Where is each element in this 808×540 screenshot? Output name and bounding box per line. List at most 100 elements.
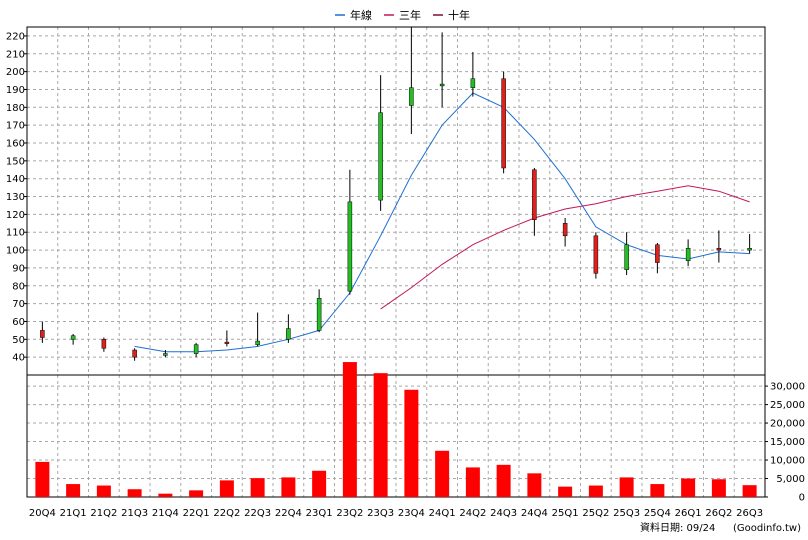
candle <box>347 169 353 295</box>
quarter-tick-label: 23Q2 <box>336 508 363 519</box>
volume-bar <box>435 450 450 497</box>
candle-body <box>224 341 230 344</box>
quarter-tick-label: 24Q3 <box>490 508 517 519</box>
candle-body <box>316 298 322 331</box>
price-tick-label: 80 <box>12 281 25 292</box>
quarter-tick-label: 23Q3 <box>367 508 394 519</box>
candle-body <box>593 235 599 274</box>
volume-bar <box>742 485 757 497</box>
price-tick-label: 220 <box>6 31 25 42</box>
quarter-tick-label: 20Q4 <box>29 508 56 519</box>
price-tick-label: 50 <box>12 335 25 346</box>
quarter-tick-label: 24Q2 <box>459 508 486 519</box>
candle <box>316 289 322 333</box>
quarter-tick-label: 22Q3 <box>244 508 271 519</box>
price-tick-label: 100 <box>6 246 25 257</box>
quarter-axis: 20Q4 21Q1 21Q2 21Q3 21Q4 22Q1 22Q2 22Q3 22Q4 23Q1… <box>29 508 763 519</box>
quarter-tick-label: 22Q1 <box>183 508 210 519</box>
candle <box>439 32 445 108</box>
volume-bar <box>127 489 142 497</box>
candle-body <box>101 339 107 349</box>
candle <box>532 167 537 236</box>
volume-tick-label: 10,000 <box>770 456 805 467</box>
volume-bar <box>158 493 173 497</box>
candle-body <box>716 248 722 251</box>
candle-body <box>685 248 691 262</box>
candle-body <box>532 169 537 220</box>
source-label: (Goodinfo.tw) <box>733 523 801 534</box>
candle <box>163 350 168 358</box>
price-tick-label: 210 <box>6 49 25 60</box>
candle-body <box>70 335 76 340</box>
volume-bar <box>219 480 234 497</box>
candle <box>624 232 629 276</box>
chart-footer: 資料日期: 09/24 (Goodinfo.tw) <box>640 521 801 534</box>
quarter-tick-label: 23Q4 <box>398 508 425 519</box>
candle <box>255 312 260 347</box>
quarter-tick-label: 21Q3 <box>121 508 148 519</box>
quarter-tick-label: 21Q2 <box>90 508 117 519</box>
candle <box>101 337 107 352</box>
candle <box>593 232 599 279</box>
quarter-tick-label: 26Q2 <box>705 508 732 519</box>
candle-body <box>132 349 137 358</box>
candle <box>716 230 722 263</box>
candle <box>470 51 476 97</box>
price-tick-label: 110 <box>6 228 25 239</box>
chart-legend: 年線 三年 十年 <box>335 8 470 22</box>
candle-body <box>562 223 568 237</box>
volume-bar <box>35 461 50 497</box>
price-tick-label: 170 <box>6 121 25 132</box>
chart-frames <box>26 26 766 498</box>
candle <box>40 321 45 343</box>
candle <box>193 342 199 358</box>
volume-tick-label: 5,000 <box>776 474 805 485</box>
price-candles <box>40 27 752 361</box>
volume-bar <box>619 477 634 497</box>
series-line <box>134 92 750 353</box>
candle <box>378 75 383 211</box>
candle <box>501 71 506 174</box>
candle <box>685 239 691 267</box>
data-date-label: 資料日期: 09/24 <box>640 521 715 534</box>
price-tick-label: 200 <box>6 67 25 78</box>
quarter-tick-label: 21Q1 <box>60 508 87 519</box>
price-tick-label: 120 <box>6 210 25 221</box>
quarter-tick-label: 21Q4 <box>152 508 179 519</box>
candle <box>286 314 291 343</box>
quarter-tick-label: 25Q4 <box>644 508 671 519</box>
candle <box>655 242 660 274</box>
quarter-tick-label: 25Q2 <box>582 508 609 519</box>
candle-body <box>501 78 506 169</box>
quarter-tick-label: 22Q4 <box>275 508 302 519</box>
candle <box>409 27 414 135</box>
candle-body <box>747 248 752 251</box>
price-tick-label: 180 <box>6 103 25 114</box>
volume-bar <box>465 467 480 497</box>
price-tick-label: 60 <box>12 317 25 328</box>
volume-bar <box>496 464 511 497</box>
candle-body <box>163 353 168 356</box>
legend-label-three-year: 三年 <box>399 8 421 22</box>
volume-tick-label: 20,000 <box>770 419 805 430</box>
quarter-tick-label: 25Q1 <box>552 508 579 519</box>
candle <box>132 348 137 361</box>
candle-body <box>470 78 476 88</box>
legend-label-year-line: 年線 <box>350 8 372 22</box>
candle <box>224 330 230 347</box>
volume-bar <box>527 473 542 497</box>
chart-grid <box>26 27 766 498</box>
volume-bar <box>66 484 81 497</box>
candle-body <box>624 244 629 270</box>
price-tick-label: 160 <box>6 139 25 150</box>
candle <box>747 234 752 254</box>
price-axis: 40 50 60 70 80 90 100 110 120 130 140 150 160 170 180 1… <box>6 31 27 364</box>
volume-bar <box>96 485 111 497</box>
volume-bar <box>681 478 696 497</box>
volume-bar <box>342 362 357 497</box>
quarter-tick-label: 25Q3 <box>613 508 640 519</box>
volume-bar <box>281 477 296 497</box>
quarter-tick-label: 26Q3 <box>736 508 763 519</box>
volume-tick-label: 0 <box>799 493 805 504</box>
